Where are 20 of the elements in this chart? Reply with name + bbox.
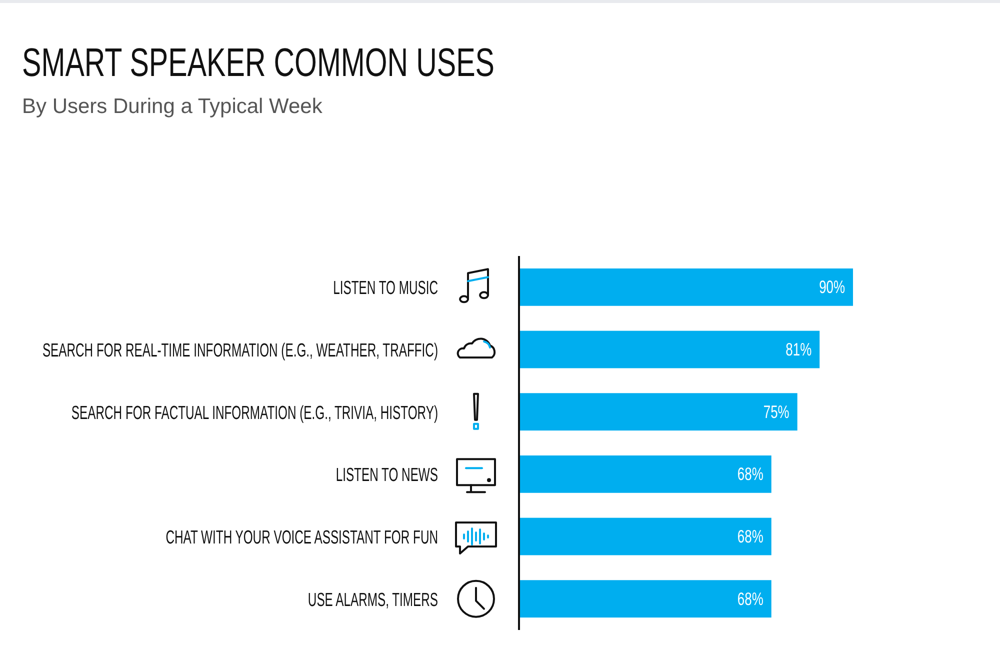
bar	[519, 393, 798, 431]
y-tick-label: SEARCH FOR FACTUAL INFORMATION (E.G., TRIVIA, HISTORY)	[71, 403, 438, 424]
y-tick-label: CHAT WITH YOUR VOICE ASSISTANT FOR FUN	[166, 528, 438, 548]
data-label: 81%	[786, 340, 812, 360]
data-label: 75%	[763, 402, 790, 422]
chart-title: SMART SPEAKER COMMON USES	[22, 40, 495, 86]
y-tick-label: LISTEN TO MUSIC	[333, 278, 438, 299]
bar	[519, 268, 853, 306]
bar	[519, 330, 820, 368]
data-label: 68%	[737, 590, 764, 610]
y-tick-label: LISTEN TO NEWS	[336, 466, 438, 486]
data-label: 68%	[737, 528, 764, 548]
data-label: 90%	[819, 278, 846, 298]
y-tick-label: SEARCH FOR REAL-TIME INFORMATION (E.G., WEATHER, TRAFFIC)	[42, 341, 438, 362]
bar	[519, 455, 772, 493]
text: By Users During a Typical Week	[22, 95, 323, 118]
bar	[519, 518, 772, 556]
data-label: 68%	[737, 465, 764, 485]
bar	[519, 580, 772, 618]
y-tick-label: USE ALARMS, TIMERS	[308, 590, 438, 611]
